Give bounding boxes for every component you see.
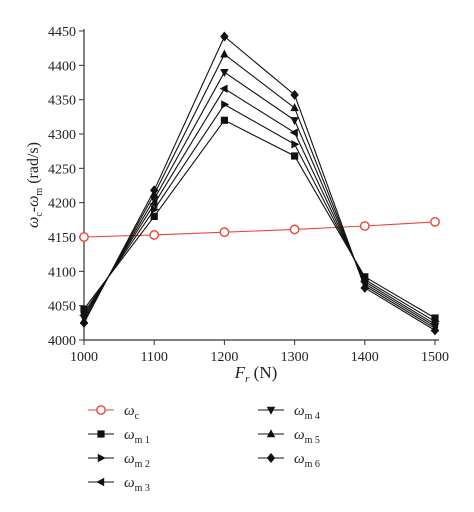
data-point [289, 224, 300, 235]
y-tick-label: 4250 [48, 162, 76, 177]
series-7 [79, 31, 440, 336]
data-point [80, 305, 88, 313]
y-axis-ticks: 4000 4050 4100 4150 4200 4250 4300 4350 4400 4450 [48, 25, 84, 349]
legend-item: ωm 2 [88, 451, 150, 470]
legend-label: ωm 6 [294, 451, 320, 470]
series-1 [79, 216, 440, 242]
legend-item: ωm 1 [88, 427, 150, 446]
legend-marker [97, 430, 105, 438]
y-tick-label: 4150 [48, 231, 76, 246]
legend-marker [96, 405, 106, 415]
legend-label: ωm 4 [294, 403, 320, 422]
y-tick-label: 4200 [48, 197, 76, 212]
data-point [431, 314, 439, 322]
y-tick-label: 4100 [48, 265, 76, 280]
series-line [83, 87, 436, 325]
legend-item: ωm 6 [258, 451, 320, 470]
legend-item: ωm 3 [88, 475, 150, 494]
legend-label: ωm 1 [124, 427, 150, 446]
legend-marker [96, 477, 105, 487]
data-point [221, 100, 230, 109]
y-tick-label: 4050 [48, 300, 76, 315]
y-tick-label: 4450 [48, 25, 76, 40]
series-line [83, 71, 436, 327]
legend-label: ωm 2 [124, 451, 150, 470]
legend-label: ωm 3 [124, 475, 150, 494]
y-axis-label: ωc-ωm (rad/s) [25, 142, 45, 228]
x-axis-label: Fr (N) [234, 363, 278, 385]
series-line [83, 35, 436, 331]
series-layer [79, 31, 440, 336]
x-tick-label: 1100 [140, 350, 167, 365]
data-point [150, 212, 158, 220]
legend-marker [266, 453, 276, 463]
data-point [79, 232, 89, 242]
legend-label: ωc [124, 403, 140, 422]
data-point [290, 103, 299, 112]
data-point [151, 205, 159, 214]
plot-area: 4000 4050 4100 4150 4200 4250 4300 4350 4400 4450… [48, 25, 449, 365]
series-line [83, 103, 436, 322]
x-tick-label: 1200 [210, 350, 238, 365]
legend: ωc ωm 1 ωm 2 ωm 3 ωm 4 ωm 5 ωm 6 [88, 403, 320, 494]
y-tick-label: 4350 [48, 94, 76, 109]
data-point [219, 84, 228, 93]
series-line [83, 53, 436, 329]
data-point [359, 221, 370, 231]
legend-marker [266, 406, 276, 415]
data-point [220, 116, 228, 124]
y-tick-label: 4400 [48, 59, 76, 74]
data-point [79, 317, 89, 328]
series-line [83, 119, 436, 319]
y-tick-label: 4300 [48, 128, 76, 143]
legend-item: ωm 5 [258, 427, 320, 446]
legend-label: ωm 5 [294, 427, 320, 446]
data-point [220, 31, 229, 42]
data-point [360, 282, 369, 293]
data-point [430, 216, 440, 227]
x-tick-label: 1400 [351, 350, 379, 365]
data-point [149, 230, 160, 240]
x-tick-label: 1000 [70, 350, 98, 365]
x-tick-label: 1500 [421, 350, 449, 365]
data-point [289, 128, 298, 137]
data-point [290, 117, 299, 126]
data-point [150, 185, 159, 196]
data-point [430, 325, 440, 336]
data-point [291, 152, 299, 160]
data-point [220, 49, 229, 58]
x-axis-ticks: 1000 1100 1200 1300 1400 1500 [70, 340, 449, 365]
legend-item: ωm 4 [258, 403, 320, 422]
series-3 [80, 100, 440, 326]
data-point [290, 89, 299, 100]
series-2 [80, 116, 439, 322]
data-point [149, 199, 158, 209]
legend-marker [266, 429, 276, 438]
data-point [219, 227, 230, 238]
data-point [220, 69, 229, 77]
data-point [291, 140, 300, 149]
data-point [361, 273, 369, 281]
y-tick-label: 4000 [48, 334, 76, 349]
x-tick-label: 1300 [281, 350, 309, 365]
legend-marker [97, 453, 106, 463]
legend-item: ωc [88, 403, 140, 422]
series-line [83, 221, 436, 238]
